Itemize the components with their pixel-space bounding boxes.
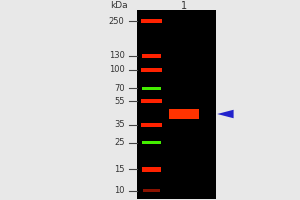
Text: 100: 100 <box>109 65 124 74</box>
Text: 250: 250 <box>109 17 124 26</box>
Bar <box>142 141 161 144</box>
Text: 35: 35 <box>114 120 124 129</box>
Bar <box>142 54 161 58</box>
Bar <box>141 68 162 72</box>
Text: 1: 1 <box>181 1 188 11</box>
Polygon shape <box>217 110 234 118</box>
Bar <box>142 167 161 172</box>
Bar <box>169 109 199 119</box>
Bar <box>136 10 216 199</box>
Bar <box>143 189 160 192</box>
Text: 55: 55 <box>114 97 124 106</box>
Text: kDa: kDa <box>110 1 128 10</box>
Text: 70: 70 <box>114 84 124 93</box>
Text: 25: 25 <box>114 138 124 147</box>
Bar <box>141 19 162 23</box>
Text: 10: 10 <box>114 186 124 195</box>
Text: 130: 130 <box>109 51 124 60</box>
Text: 15: 15 <box>114 165 124 174</box>
Bar <box>142 87 161 90</box>
Bar <box>141 123 162 127</box>
Bar <box>141 99 162 103</box>
